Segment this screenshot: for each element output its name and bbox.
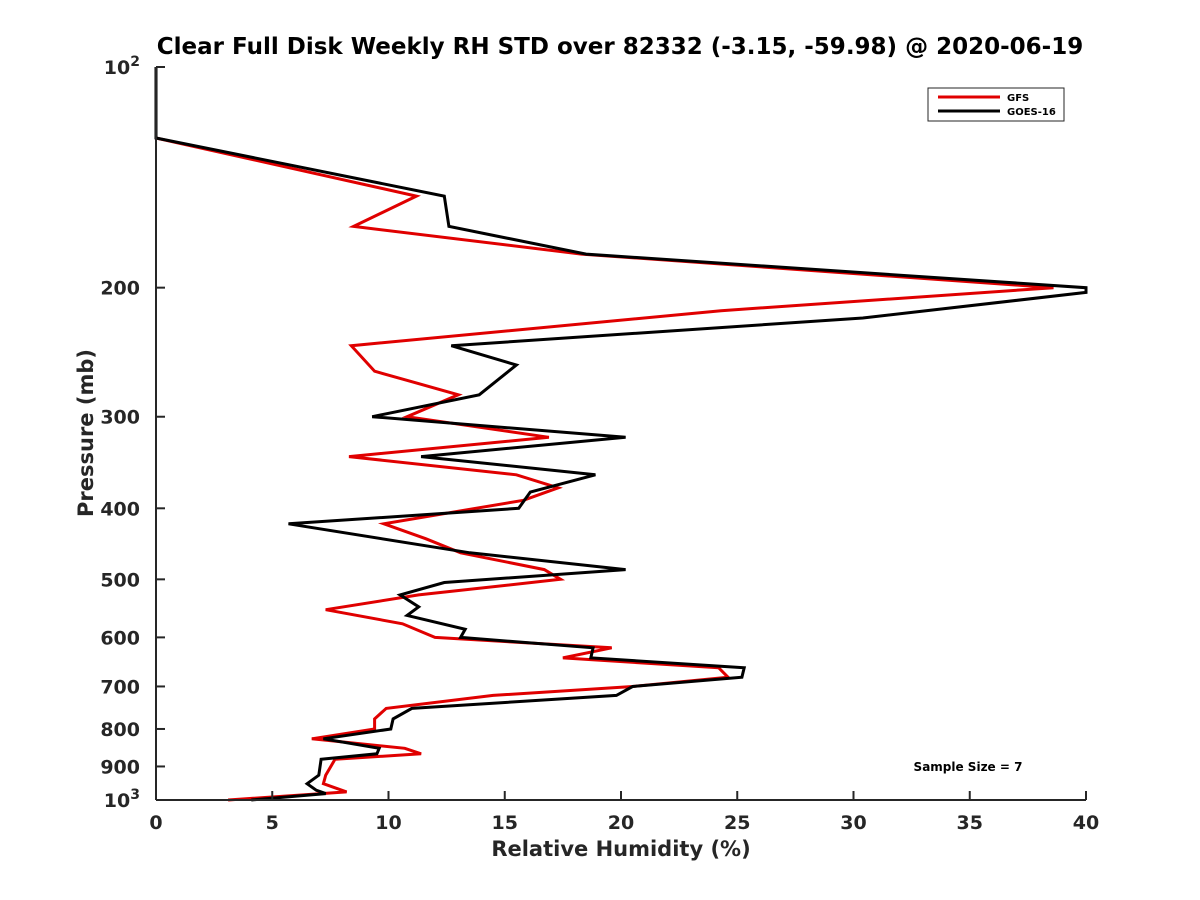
legend-label-gfs: GFS [1007, 93, 1029, 104]
series-layer [154, 67, 1088, 802]
x-tick-label: 20 [608, 812, 634, 834]
legend: GFS GOES-16 [927, 87, 1065, 122]
y-tick-label: 400 [100, 498, 140, 520]
x-tick-label: 10 [375, 812, 401, 834]
x-axis-label: Relative Humidity (%) [491, 837, 750, 861]
sample-size-annotation: Sample Size = 7 [914, 760, 1023, 774]
y-tick-label: 900 [100, 756, 140, 778]
y-tick-label: 800 [100, 719, 140, 741]
x-tick-label: 40 [1073, 812, 1099, 834]
x-tick-label: 0 [149, 812, 162, 834]
y-axis-label: Pressure (mb) [74, 349, 98, 517]
y-tick-label: 200 [100, 278, 140, 300]
series-line-gfs [154, 67, 1054, 802]
x-tick-label: 15 [492, 812, 518, 834]
y-tick-label: 300 [100, 407, 140, 429]
axes-layer: 0 5 10 15 20 25 30 35 40 102 200 300 400 500 600 700 800… [100, 54, 1099, 834]
x-tick-label: 25 [724, 812, 750, 834]
series-line-goes-16 [154, 67, 1088, 802]
x-tick-label: 35 [957, 812, 983, 834]
y-tick-label: 600 [100, 627, 140, 649]
legend-box [927, 87, 1065, 122]
legend-label-goes-16: GOES-16 [1007, 107, 1056, 118]
y-tick-label: 102 [104, 54, 140, 79]
x-tick-label: 5 [266, 812, 279, 834]
y-tick-label: 103 [104, 787, 140, 812]
chart-title: Clear Full Disk Weekly RH STD over 82332… [157, 34, 1083, 60]
y-tick-label: 700 [100, 676, 140, 698]
y-tick-label: 500 [100, 569, 140, 591]
x-tick-label: 30 [840, 812, 866, 834]
